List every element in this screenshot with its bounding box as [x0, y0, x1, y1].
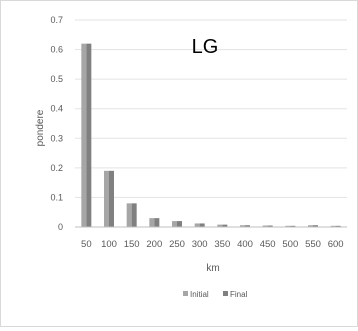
bar-initial-500: [285, 225, 291, 227]
bar-initial-400: [240, 225, 245, 227]
legend-label-final: Final: [230, 290, 248, 299]
x-tick-label: 550: [305, 239, 321, 250]
y-tick-label: 0.7: [50, 15, 63, 25]
x-axis-label: km: [206, 263, 219, 274]
bar-final-500: [290, 225, 296, 227]
x-tick-label: 200: [146, 239, 162, 250]
chart-title: LG: [192, 36, 219, 58]
bar-final-300: [199, 223, 205, 227]
bar-final-350: [222, 224, 228, 227]
x-tick-label: 50: [81, 239, 92, 250]
bar-initial-150: [126, 203, 132, 227]
bar-final-50: [86, 43, 92, 228]
legend: Initial Final: [183, 290, 248, 299]
bar-final-200: [154, 218, 160, 227]
y-tick-label: 0.5: [50, 74, 63, 84]
x-tick-label: 500: [282, 239, 298, 250]
bar-final-550: [313, 225, 318, 227]
bar-initial-350: [217, 224, 223, 227]
bars: [81, 43, 341, 228]
y-tick-labels: 0 0.1 0.2 0.3 0.4 0.5 0.6 0.7: [50, 15, 63, 232]
bar-initial-50: [81, 43, 87, 228]
x-tick-label: 450: [260, 239, 276, 250]
bar-final-400: [245, 225, 250, 227]
y-axis-label: pondere: [35, 109, 46, 146]
legend-swatch-initial: [183, 291, 188, 296]
x-tick-label: 350: [214, 239, 230, 250]
bar-final-100: [109, 170, 114, 227]
x-tick-label: 300: [192, 239, 208, 250]
y-tick-label: 0.6: [50, 45, 63, 55]
bar-chart: 0 0.1 0.2 0.3 0.4 0.5 0.6 0.7 50 100 150 200 250 300…: [35, 15, 347, 299]
x-tick-labels: 50 100 150 200 250 300 350 400 450 500 550 600: [81, 239, 344, 250]
bar-initial-100: [104, 170, 109, 227]
bar-initial-450: [262, 225, 268, 227]
x-tick-label: 250: [169, 239, 185, 250]
gridlines: [75, 19, 347, 198]
bar-final-600: [335, 225, 341, 227]
y-tick-label: 0.4: [50, 104, 63, 114]
bar-final-150: [131, 203, 137, 227]
bar-initial-550: [308, 225, 313, 227]
x-tick-label: 100: [101, 239, 117, 250]
y-tick-label: 0: [58, 222, 63, 232]
y-tick-label: 0.2: [50, 163, 63, 173]
bar-final-450: [267, 225, 273, 227]
legend-swatch-final: [223, 291, 228, 296]
bar-initial-250: [172, 221, 177, 227]
bar-final-250: [177, 221, 182, 227]
bar-initial-300: [194, 223, 200, 227]
y-tick-label: 0.3: [50, 133, 63, 143]
x-tick-label: 400: [237, 239, 253, 250]
y-tick-label: 0.1: [50, 192, 63, 202]
legend-label-initial: Initial: [190, 290, 209, 299]
bar-initial-200: [149, 218, 155, 227]
bar-initial-600: [330, 225, 336, 227]
x-tick-label: 150: [124, 239, 140, 250]
x-tick-label: 600: [328, 239, 344, 250]
